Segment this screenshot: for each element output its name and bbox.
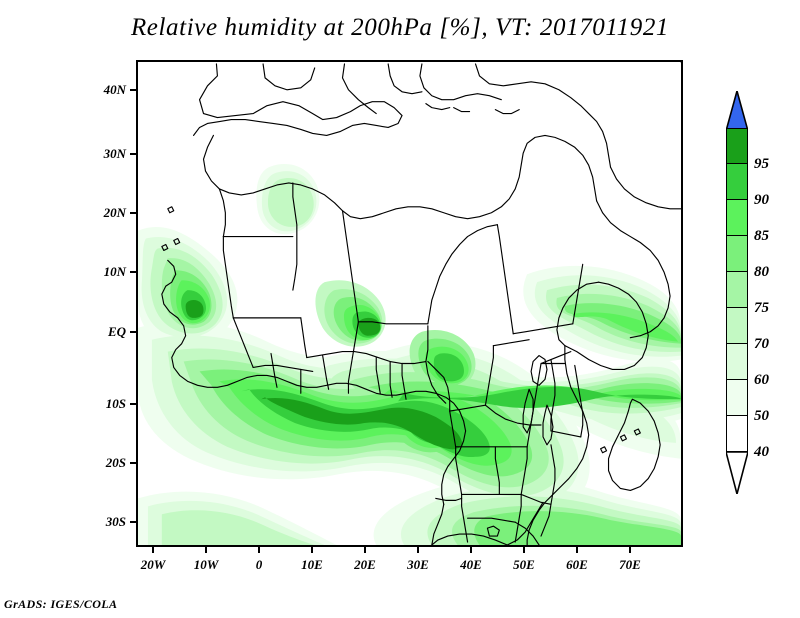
- colorbar-band-85-90: [726, 164, 748, 200]
- colorbar-top-cap: [726, 91, 748, 131]
- colorbar-tick-label: 60: [754, 372, 769, 388]
- colorbar-band-50-60: [726, 344, 748, 380]
- x-tick: [470, 547, 472, 553]
- colorbar-tick-label: 50: [754, 408, 769, 424]
- colorbar-tick-label: 80: [754, 264, 769, 280]
- x-axis-label: 40E: [460, 557, 482, 572]
- x-axis-label: 20W: [140, 557, 166, 572]
- colorbar-band-60-70: [726, 308, 748, 344]
- x-tick: [364, 547, 366, 553]
- grads-credit: GrADS: IGES/COLA: [4, 597, 118, 611]
- y-axis-label: 10S: [105, 396, 126, 411]
- y-tick: [130, 212, 136, 214]
- colorbar-band-75-80: [726, 236, 748, 272]
- x-axis-label: 0: [255, 557, 263, 572]
- x-tick: [629, 547, 631, 553]
- figure-title: Relative humidity at 200hPa [%], VT: 201…: [130, 14, 670, 41]
- y-axis-label: 20N: [103, 205, 126, 220]
- y-axis-label: 30N: [103, 146, 126, 161]
- x-axis-label: 20E: [354, 557, 376, 572]
- colorbar-tick-label: 85: [754, 228, 769, 244]
- y-axis-label: 30S: [105, 514, 126, 529]
- x-tick: [258, 547, 260, 553]
- y-tick: [130, 331, 136, 333]
- map-canvas: [138, 62, 681, 545]
- colorbar-band-80-85: [726, 200, 748, 236]
- x-axis-label: 50E: [513, 557, 535, 572]
- x-tick: [523, 547, 525, 553]
- x-tick: [205, 547, 207, 553]
- y-axis-label: 20S: [105, 455, 126, 470]
- y-axis-label: 10N: [103, 264, 126, 279]
- y-tick: [130, 403, 136, 405]
- coastline-and-border-layer: [161, 62, 681, 545]
- colorbar-band-below-40: [726, 416, 748, 452]
- map-plot-area: [136, 60, 683, 547]
- x-axis-label: 60E: [566, 557, 588, 572]
- y-tick: [130, 153, 136, 155]
- y-tick: [130, 521, 136, 523]
- colorbar-tick-label: 40: [754, 444, 769, 460]
- colorbar-tick-label: 70: [754, 336, 769, 352]
- y-tick: [130, 462, 136, 464]
- x-axis-label: 10E: [301, 557, 323, 572]
- x-axis-label: 70E: [619, 557, 641, 572]
- colorbar-band-90-95: [726, 128, 748, 164]
- colorbar-bottom-cap: [726, 452, 748, 494]
- x-tick: [576, 547, 578, 553]
- colorbar-band-70-75: [726, 272, 748, 308]
- colorbar-tick-label: 75: [754, 300, 769, 316]
- colorbar-band-40-50: [726, 380, 748, 416]
- x-tick: [152, 547, 154, 553]
- y-tick: [130, 89, 136, 91]
- x-tick: [417, 547, 419, 553]
- colorbar-tick-label: 90: [754, 192, 769, 208]
- humidity-shading-layer: [138, 164, 681, 545]
- colorbar-tick-label: 95: [754, 156, 769, 172]
- y-axis-label: 40N: [103, 82, 126, 97]
- y-axis-label: EQ: [107, 324, 126, 339]
- x-axis-label: 30E: [407, 557, 429, 572]
- x-axis-label: 10W: [193, 557, 219, 572]
- y-tick: [130, 271, 136, 273]
- x-tick: [311, 547, 313, 553]
